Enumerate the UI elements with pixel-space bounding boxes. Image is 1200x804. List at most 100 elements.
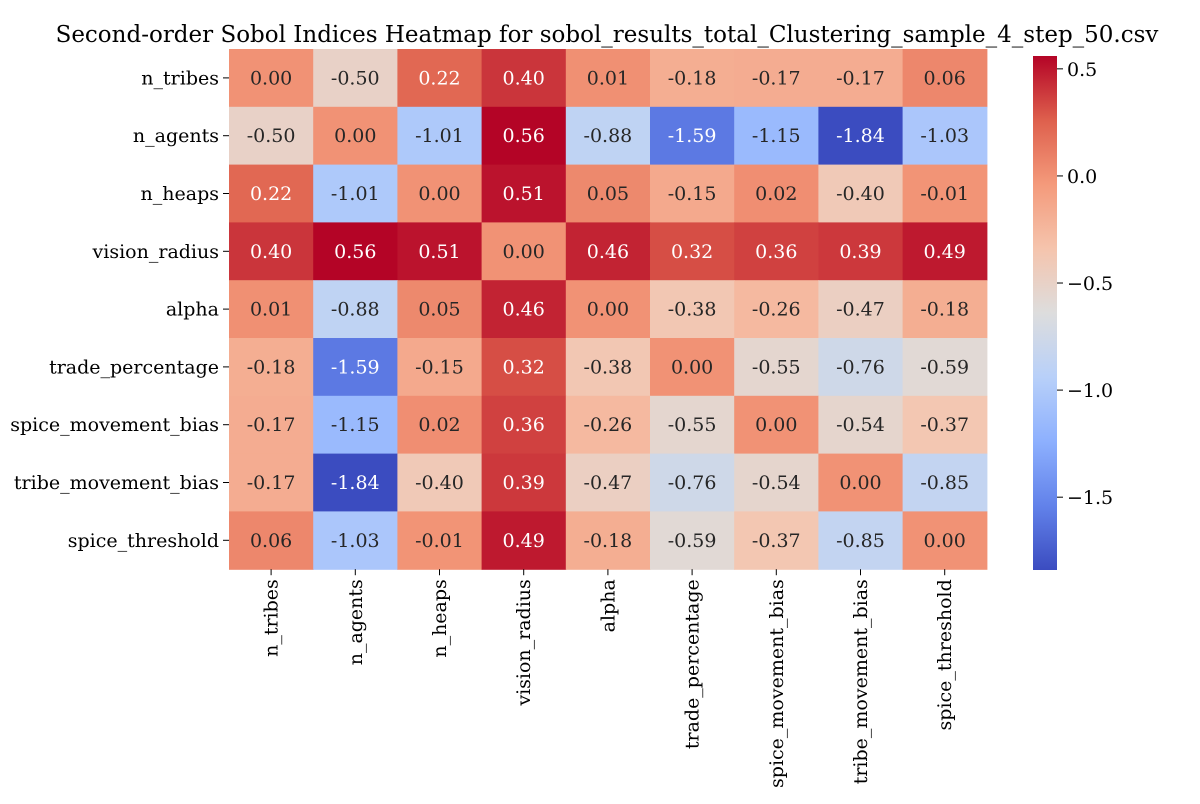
cell-value-0-4: 0.01: [587, 67, 629, 89]
heatmap-cell-3-6: [734, 222, 819, 281]
cell-value-6-4: -0.26: [584, 414, 633, 436]
heatmap-cell-5-2: [397, 338, 483, 397]
cell-value-0-3: 0.40: [503, 67, 545, 89]
column-label-5: trade_percentage: [682, 579, 704, 749]
heatmap-cell-3-7: [818, 222, 904, 281]
heatmap-cell-6-3: [481, 395, 567, 455]
cell-value-2-2: 0.00: [418, 183, 460, 205]
cell-value-6-8: -0.37: [920, 414, 969, 436]
heatmap-cell-3-3: [481, 222, 567, 281]
column-label-8: spice_threshold: [934, 579, 956, 730]
cell-value-3-3: 0.00: [503, 241, 545, 263]
cell-value-2-5: -0.15: [668, 183, 717, 205]
cell-value-7-8: -0.85: [920, 472, 969, 494]
cell-value-2-7: -0.40: [836, 183, 885, 205]
heatmap-cell-8-8: [902, 511, 988, 570]
cell-value-3-7: 0.39: [839, 241, 881, 263]
heatmap-cell-8-0: [229, 511, 314, 570]
cell-value-7-4: -0.47: [584, 472, 633, 494]
heatmap-cell-2-5: [650, 164, 735, 223]
cell-value-8-1: -1.03: [331, 530, 380, 552]
heatmap-cell-7-5: [650, 453, 735, 512]
cell-value-3-5: 0.32: [671, 241, 713, 263]
cell-value-6-1: -1.15: [331, 414, 380, 436]
heatmap-cell-6-2: [397, 395, 483, 455]
heatmap-cell-8-6: [734, 511, 819, 570]
heatmap-cell-3-5: [650, 222, 735, 281]
heatmap-cells: 0.00 -0.50 0.22 0.40 0.01 -0.18 -0.17 -0.17 0.06…: [229, 49, 988, 570]
heatmap-cell-0-2: [397, 49, 483, 108]
cell-value-5-7: -0.76: [836, 356, 885, 378]
heatmap-cell-1-8: [902, 106, 988, 166]
heatmap-cell-5-8: [902, 338, 988, 397]
cell-value-3-8: 0.49: [924, 241, 966, 263]
cell-value-1-6: -1.15: [752, 125, 801, 147]
heatmap-cell-3-2: [397, 222, 483, 281]
cell-value-5-1: -1.59: [331, 356, 380, 378]
cell-value-6-3: 0.36: [503, 414, 545, 436]
heatmap-cell-1-3: [481, 106, 567, 166]
heatmap-cell-2-3: [481, 164, 567, 223]
heatmap-cell-2-0: [229, 164, 314, 223]
heatmap-cell-4-8: [902, 280, 988, 339]
heatmap-cell-2-8: [902, 164, 988, 223]
heatmap-cell-6-1: [313, 395, 398, 455]
heatmap-cell-0-7: [818, 49, 904, 108]
row-label-5: trade_percentage: [49, 356, 219, 378]
heatmap-cell-0-5: [650, 49, 735, 108]
heatmap-cell-7-7: [818, 453, 904, 512]
colorbar-tick-label-0: 0.5: [1067, 59, 1097, 81]
column-label-0: n_tribes: [261, 579, 283, 657]
cell-value-6-6: 0.00: [755, 414, 797, 436]
cell-value-0-7: -0.17: [836, 67, 885, 89]
cell-value-8-3: 0.49: [503, 530, 545, 552]
colorbar: 0.5 0.0 −0.5 −1.0 −1.5: [1033, 56, 1113, 570]
heatmap-cell-8-7: [818, 511, 904, 570]
row-label-0: n_tribes: [141, 67, 219, 89]
cell-value-1-5: -1.59: [668, 125, 717, 147]
cell-value-7-2: -0.40: [415, 472, 464, 494]
cell-value-4-4: 0.00: [587, 299, 629, 321]
row-label-4: alpha: [166, 299, 219, 321]
cell-value-6-0: -0.17: [247, 414, 296, 436]
column-label-2: n_heaps: [429, 579, 451, 657]
row-label-6: spice_movement_bias: [10, 414, 219, 436]
heatmap-cell-6-7: [818, 395, 904, 455]
cell-value-3-6: 0.36: [755, 241, 797, 263]
chart-title: Second-order Sobol Indices Heatmap for s…: [56, 22, 1159, 48]
heatmap-cell-7-3: [481, 453, 567, 512]
cell-value-2-3: 0.51: [503, 183, 545, 205]
heatmap-cell-7-8: [902, 453, 988, 512]
column-label-4: alpha: [597, 579, 619, 632]
cell-value-0-2: 0.22: [418, 67, 460, 89]
cell-value-4-3: 0.46: [503, 299, 545, 321]
cell-value-0-8: 0.06: [924, 67, 966, 89]
cell-value-7-5: -0.76: [668, 472, 717, 494]
cell-value-5-0: -0.18: [247, 356, 296, 378]
heatmap-cell-3-0: [229, 222, 314, 281]
heatmap-cell-2-4: [565, 164, 651, 223]
heatmap-cell-8-4: [565, 511, 651, 570]
heatmap-cell-1-2: [397, 106, 483, 166]
heatmap-cell-7-2: [397, 453, 483, 512]
heatmap-cell-4-2: [397, 280, 483, 339]
column-label-3: vision_radius: [513, 579, 535, 706]
column-label-7: tribe_movement_bias: [850, 579, 872, 784]
heatmap-cell-1-7: [818, 106, 904, 166]
cell-value-1-1: 0.00: [334, 125, 376, 147]
heatmap-cell-3-1: [313, 222, 398, 281]
row-labels: n_tribes n_agents n_heaps vision_radiusalph…: [10, 67, 229, 552]
heatmap-cell-8-3: [481, 511, 567, 570]
cell-value-0-1: -0.50: [331, 67, 380, 89]
cell-value-8-5: -0.59: [668, 530, 717, 552]
cell-value-3-0: 0.40: [250, 241, 292, 263]
heatmap-cell-2-7: [818, 164, 904, 223]
cell-value-8-2: -0.01: [415, 530, 464, 552]
cell-value-5-5: 0.00: [671, 356, 713, 378]
cell-value-8-8: 0.00: [924, 530, 966, 552]
cell-value-1-2: -1.01: [415, 125, 464, 147]
heatmap-cell-2-6: [734, 164, 819, 223]
cell-value-4-1: -0.88: [331, 299, 380, 321]
heatmap-cell-1-5: [650, 106, 735, 166]
